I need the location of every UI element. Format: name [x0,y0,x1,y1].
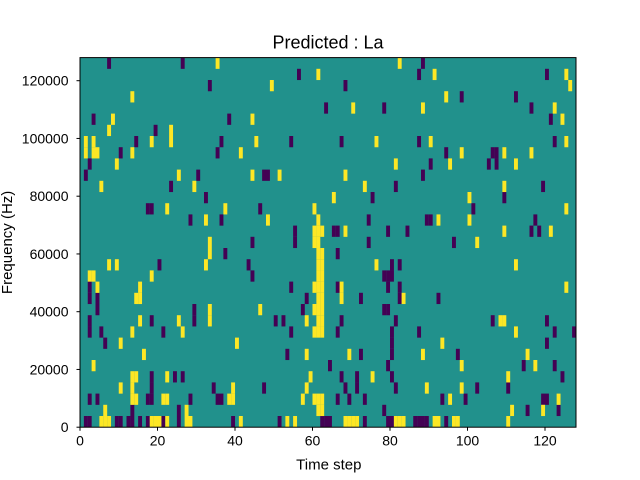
svg-text:40000: 40000 [30,304,69,320]
svg-text:60000: 60000 [30,246,69,262]
svg-text:Time step: Time step [296,457,361,474]
svg-text:100: 100 [456,433,480,449]
svg-text:20000: 20000 [30,361,69,377]
svg-text:0: 0 [76,433,84,449]
svg-text:20: 20 [150,433,166,449]
svg-text:40: 40 [227,433,243,449]
svg-text:0: 0 [61,419,69,435]
svg-text:Predicted : La: Predicted : La [272,33,384,53]
svg-text:80000: 80000 [30,188,69,204]
svg-text:60: 60 [305,433,321,449]
svg-text:80: 80 [382,433,398,449]
svg-text:120: 120 [533,433,557,449]
svg-text:Frequency (Hz): Frequency (Hz) [0,191,16,294]
svg-text:120000: 120000 [22,73,69,89]
svg-text:100000: 100000 [22,130,69,146]
